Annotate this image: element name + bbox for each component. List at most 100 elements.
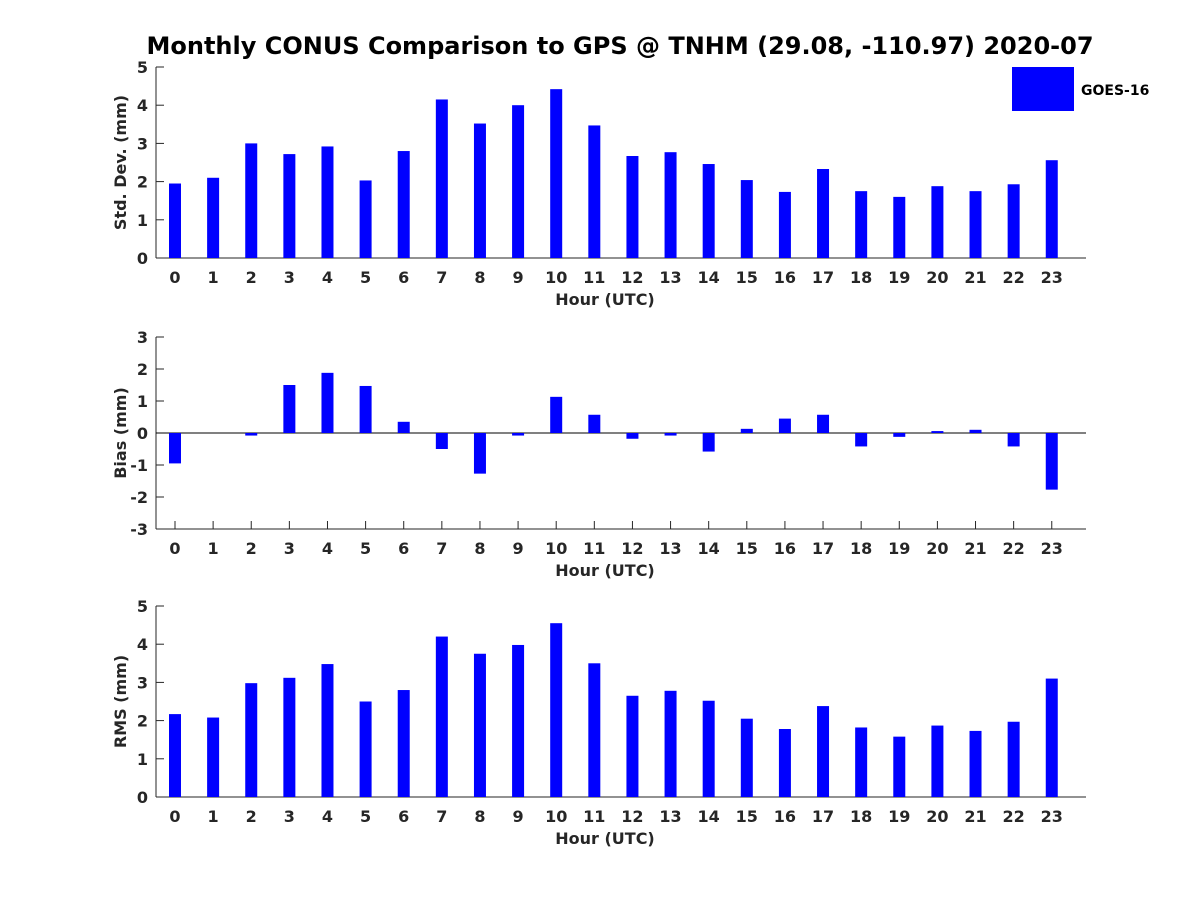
y-tick-label: 0	[137, 249, 148, 268]
bar-hour-18	[855, 727, 868, 797]
x-tick-label: 14	[698, 807, 720, 826]
x-tick-label: 5	[360, 539, 371, 558]
bar-hour-15	[740, 718, 753, 797]
bar-hour-1	[207, 177, 220, 258]
x-tick-label: 5	[360, 807, 371, 826]
bar-hour-20	[931, 186, 944, 258]
bar-hour-21	[969, 429, 982, 433]
bar-hour-14	[702, 164, 715, 258]
bar-hour-13	[664, 152, 677, 258]
bar-hour-8	[473, 123, 486, 258]
y-tick-label: 3	[137, 134, 148, 153]
bar-hour-6	[397, 690, 410, 797]
bar-hour-11	[588, 663, 601, 797]
y-tick-label: -2	[130, 488, 148, 507]
x-tick-label: 9	[513, 807, 524, 826]
bar-hour-14	[702, 433, 715, 452]
bar-hour-2	[245, 683, 258, 797]
x-tick-label: 15	[736, 807, 758, 826]
y-tick-label: -3	[130, 520, 148, 539]
bar-hour-4	[321, 372, 334, 433]
bar-hour-23	[1045, 433, 1058, 490]
bar-hour-20	[931, 431, 944, 433]
x-tick-label: 21	[964, 539, 986, 558]
x-tick-label: 3	[284, 807, 295, 826]
x-tick-label: 16	[774, 539, 796, 558]
x-tick-label: 3	[284, 539, 295, 558]
bar-hour-19	[893, 736, 906, 797]
bar-hour-21	[969, 730, 982, 797]
x-tick-label: 1	[208, 539, 219, 558]
x-tick-label: 9	[513, 268, 524, 287]
x-tick-label: 15	[736, 268, 758, 287]
x-tick-label: 17	[812, 539, 834, 558]
y-tick-label: 1	[137, 211, 148, 230]
x-tick-label: 19	[888, 268, 910, 287]
bar-hour-17	[817, 168, 830, 258]
x-tick-label: 19	[888, 807, 910, 826]
y-tick-label: 3	[137, 673, 148, 692]
bar-hour-16	[778, 729, 791, 797]
bar-hour-2	[245, 433, 258, 436]
bar-hour-10	[550, 396, 563, 433]
bar-hour-0	[169, 433, 181, 464]
x-tick-label: 6	[398, 268, 409, 287]
x-tick-label: 8	[474, 539, 485, 558]
x-axis-label: Hour (UTC)	[555, 561, 655, 580]
y-tick-label: 4	[137, 96, 148, 115]
bar-hour-13	[664, 690, 677, 797]
bar-hour-0	[169, 183, 181, 258]
bar-hour-15	[740, 428, 753, 433]
y-axis-label: Bias (mm)	[111, 387, 130, 479]
y-axis-label: RMS (mm)	[111, 655, 130, 748]
bar-hour-21	[969, 191, 982, 258]
y-tick-label: 0	[137, 788, 148, 807]
bar-hour-22	[1007, 184, 1020, 258]
bar-hour-8	[473, 653, 486, 797]
bar-hour-16	[778, 191, 791, 258]
bar-hour-6	[397, 421, 410, 433]
x-tick-label: 12	[621, 807, 643, 826]
y-tick-label: 3	[137, 328, 148, 347]
bar-hour-9	[512, 105, 525, 258]
x-tick-label: 11	[583, 539, 605, 558]
bar-hour-22	[1007, 721, 1020, 797]
bar-hour-11	[588, 414, 601, 433]
bar-hour-20	[931, 725, 944, 797]
x-tick-label: 6	[398, 539, 409, 558]
bar-hour-5	[359, 701, 372, 797]
bar-hour-18	[855, 433, 868, 447]
x-tick-label: 16	[774, 807, 796, 826]
bar-hour-0	[169, 714, 181, 797]
x-tick-label: 20	[926, 807, 948, 826]
bar-hour-23	[1045, 678, 1058, 797]
legend-label: GOES-16	[1081, 83, 1149, 99]
y-tick-label: 1	[137, 750, 148, 769]
bar-hour-5	[359, 385, 372, 433]
bar-hour-17	[817, 706, 830, 797]
bar-hour-3	[283, 385, 296, 433]
x-tick-label: 14	[698, 268, 720, 287]
bar-hour-11	[588, 125, 601, 258]
x-tick-label: 9	[513, 539, 524, 558]
bar-hour-3	[283, 677, 296, 797]
x-axis-label: Hour (UTC)	[555, 290, 655, 309]
bar-hour-12	[626, 433, 639, 439]
bar-hour-10	[550, 623, 563, 797]
x-tick-label: 1	[208, 268, 219, 287]
legend-swatch	[1012, 67, 1074, 111]
x-tick-label: 17	[812, 807, 834, 826]
x-tick-label: 23	[1041, 807, 1063, 826]
x-tick-label: 11	[583, 268, 605, 287]
x-tick-label: 10	[545, 268, 567, 287]
x-tick-label: 12	[621, 268, 643, 287]
x-tick-label: 2	[246, 539, 257, 558]
bar-hour-19	[893, 196, 906, 258]
x-tick-label: 0	[169, 539, 180, 558]
x-tick-label: 0	[169, 268, 180, 287]
bar-hour-16	[778, 418, 791, 433]
x-tick-label: 3	[284, 268, 295, 287]
bar-hour-4	[321, 664, 334, 797]
